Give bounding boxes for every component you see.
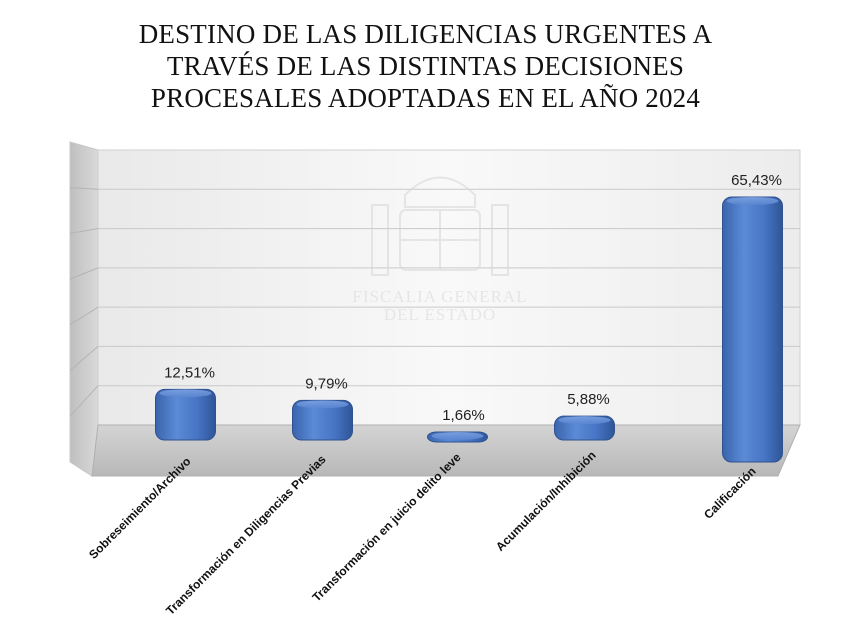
- side-wall: [69, 141, 99, 477]
- data-label: 65,43%: [731, 172, 782, 189]
- gridline-side: [69, 187, 99, 190]
- data-label: 9,79%: [305, 375, 348, 392]
- bar-cap: [159, 389, 212, 398]
- gridline-side: [69, 306, 99, 326]
- gridline-side: [69, 346, 99, 371]
- data-label: 1,66%: [442, 407, 485, 424]
- watermark-text: DEL ESTADO: [384, 305, 496, 324]
- watermark-pillar: [371, 204, 389, 276]
- bar-cap: [296, 400, 349, 409]
- gridline-side: [69, 228, 99, 234]
- chart-title-line: PROCESALES ADOPTADAS EN EL AÑO 2024: [150, 83, 701, 113]
- watermark-crown: [404, 176, 476, 208]
- watermark-text: FISCALIA GENERAL: [352, 287, 527, 306]
- data-label: 5,88%: [567, 391, 610, 408]
- bar-cap: [558, 416, 611, 425]
- back-wall: [97, 149, 801, 426]
- data-label: 12,51%: [164, 364, 215, 381]
- watermark-pillar: [491, 204, 509, 276]
- chart-title-line: TRAVÉS DE LAS DISTINTAS DECISIONES: [166, 51, 685, 81]
- gridline-side: [69, 385, 99, 417]
- bar-cap: [726, 197, 779, 205]
- gridline-side: [69, 267, 99, 280]
- bar: [722, 196, 783, 463]
- category-label: Transformación en Diligencias Previas: [163, 452, 329, 618]
- chart-title-line: DESTINO DE LAS DILIGENCIAS URGENTES A: [138, 19, 713, 49]
- bar-cap: [431, 432, 484, 440]
- chart-title: DESTINO DE LAS DILIGENCIAS URGENTES A TR…: [0, 18, 851, 114]
